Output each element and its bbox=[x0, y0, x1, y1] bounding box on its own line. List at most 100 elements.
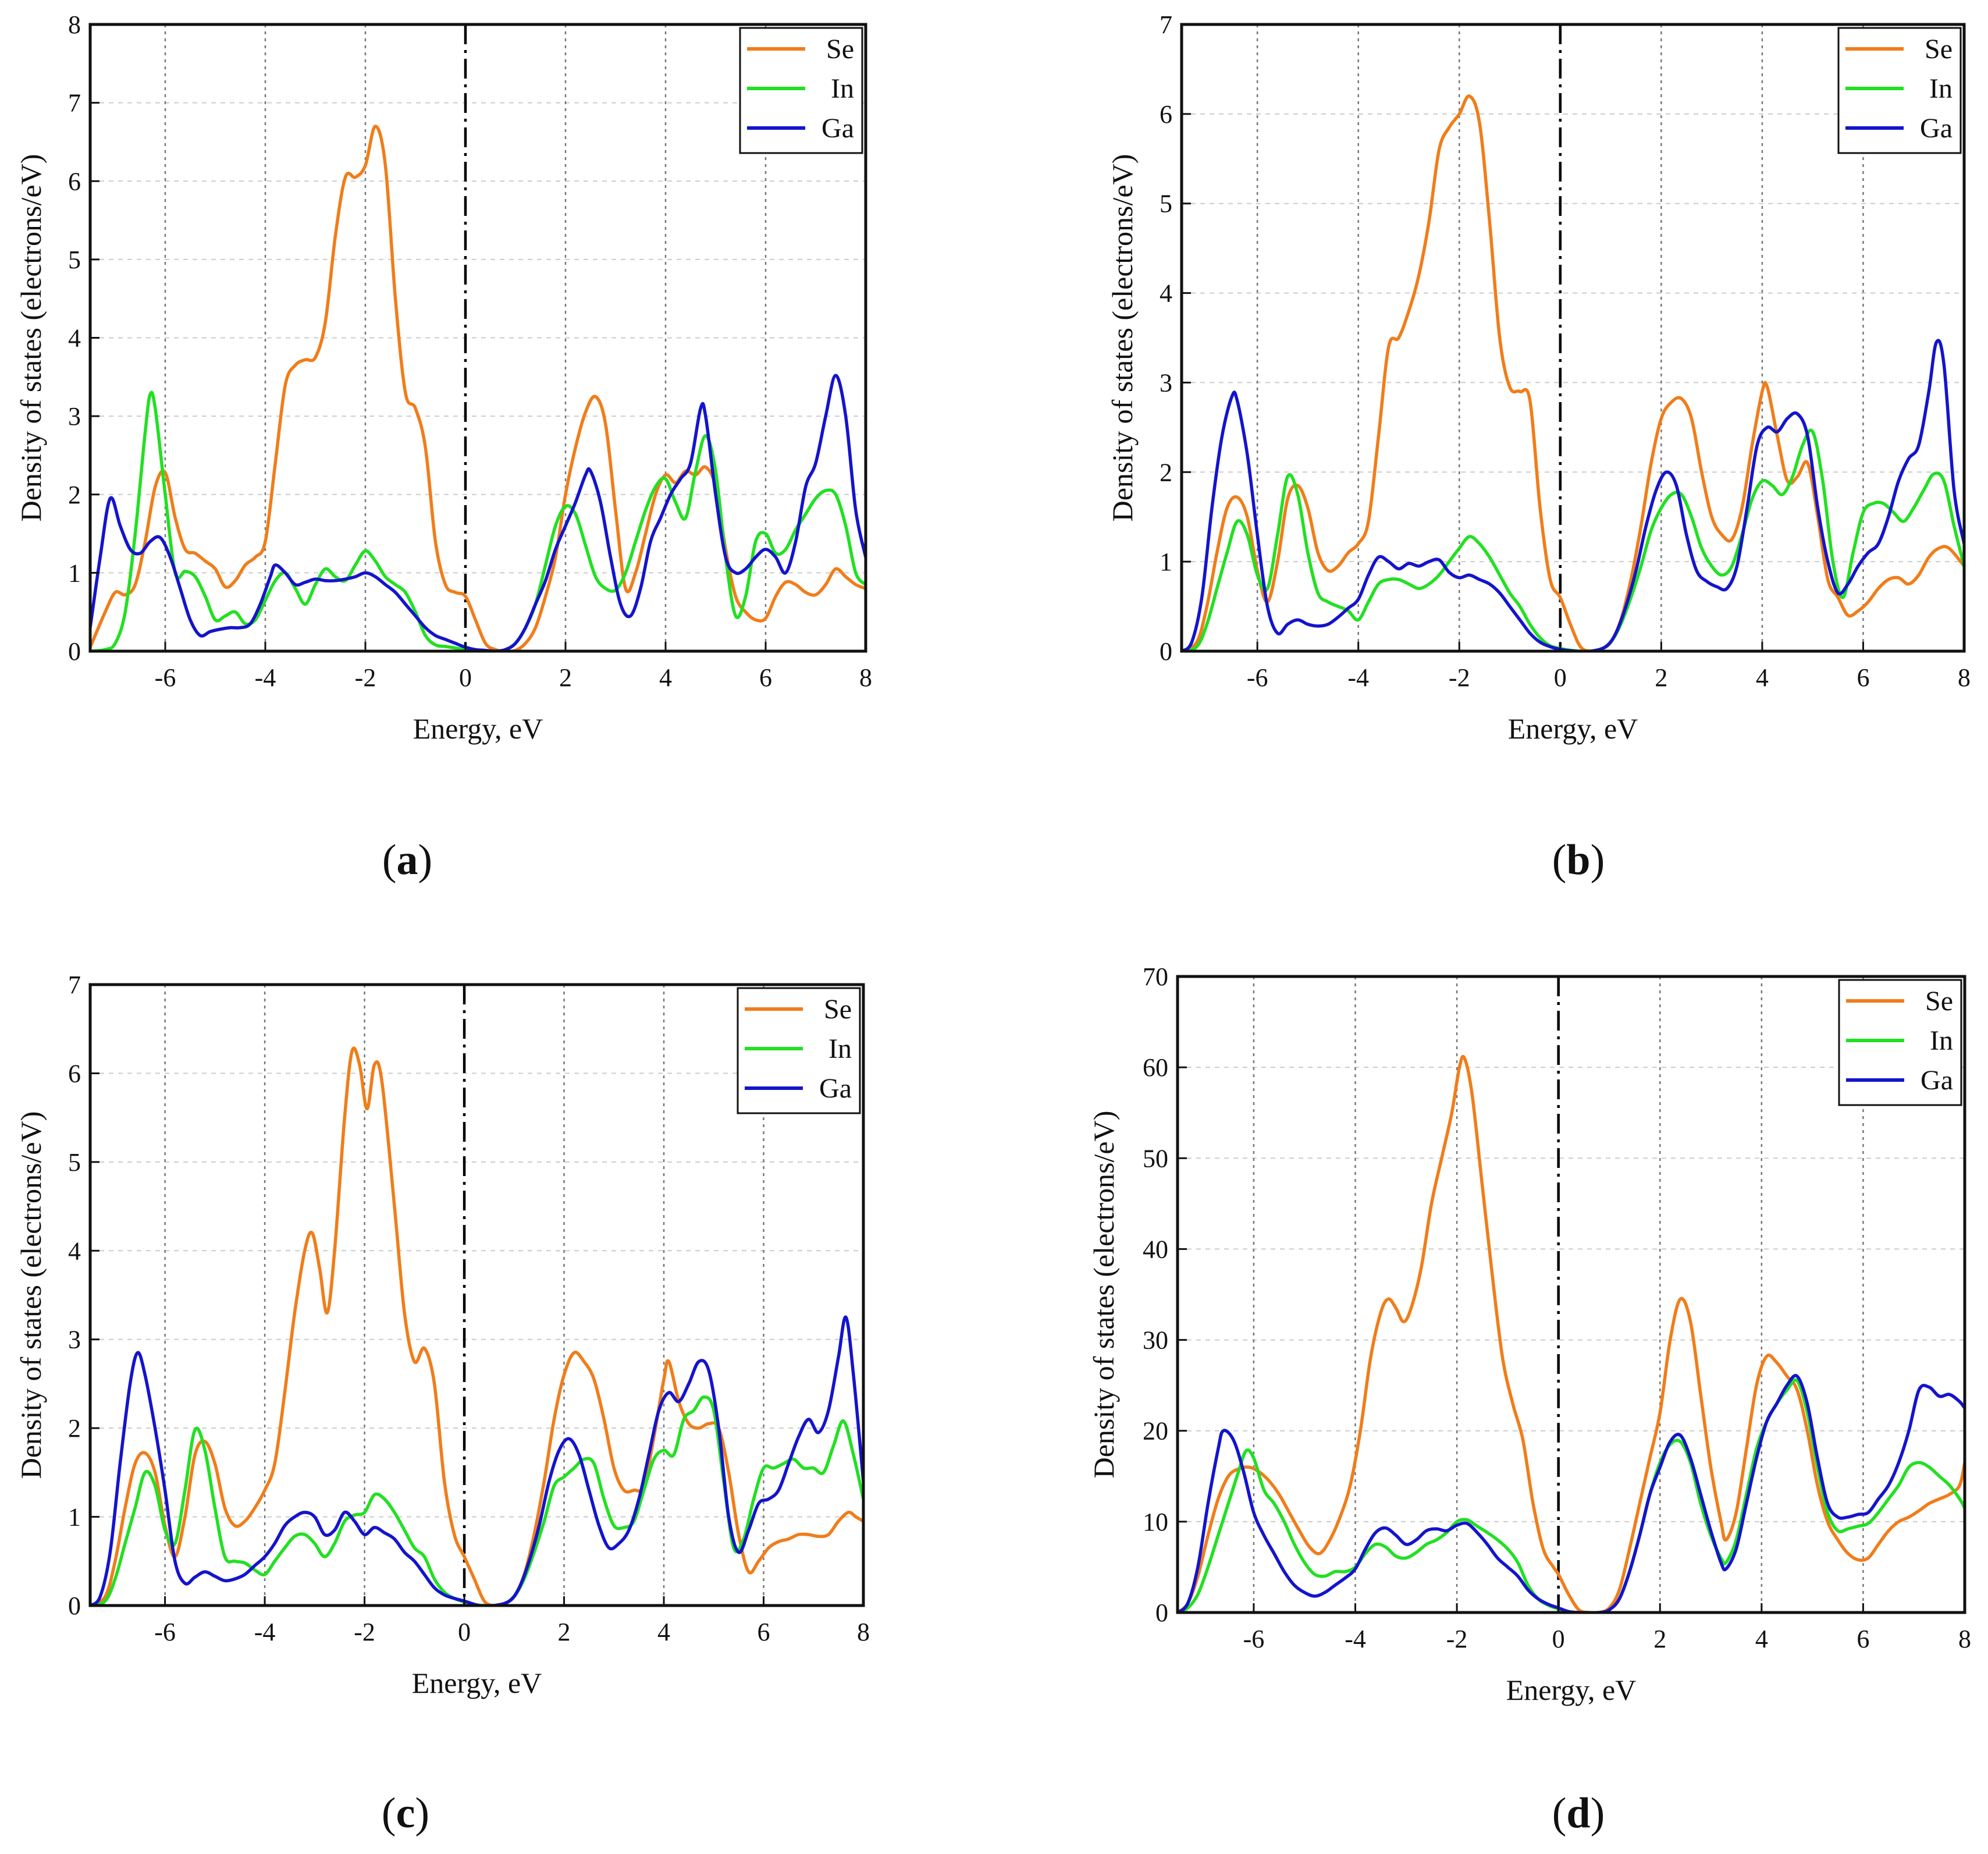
x-axis-title: Energy, eV bbox=[1506, 1674, 1637, 1706]
legend: Se In Ga bbox=[1838, 979, 1962, 1106]
x-tick-label: 8 bbox=[1958, 1625, 1971, 1653]
y-tick-label: 1 bbox=[1160, 548, 1172, 576]
x-tick-label: 0 bbox=[1552, 1625, 1565, 1653]
x-tick-label: 4 bbox=[1756, 663, 1769, 692]
y-tick-label: 4 bbox=[68, 324, 81, 353]
y-axis-title: Density of states (electrons/eV) bbox=[1087, 1111, 1120, 1479]
x-axis-title: Energy, eV bbox=[412, 1667, 542, 1699]
x-tick-label: -2 bbox=[355, 663, 376, 692]
y-tick-label: 8 bbox=[68, 10, 81, 39]
y-tick-label: 4 bbox=[68, 1237, 81, 1265]
y-tick-label: 5 bbox=[1160, 190, 1172, 218]
y-tick-label: 3 bbox=[1160, 368, 1172, 397]
x-tick-label: 2 bbox=[558, 1618, 571, 1646]
legend-label-ga: Ga bbox=[819, 1073, 852, 1104]
x-tick-label: -6 bbox=[1247, 663, 1268, 692]
legend: Se In Ga bbox=[737, 987, 861, 1114]
y-tick-label: 0 bbox=[1155, 1599, 1168, 1627]
legend: Se In Ga bbox=[739, 27, 863, 154]
legend-label-in: In bbox=[831, 73, 854, 104]
y-tick-label: 70 bbox=[1143, 962, 1168, 991]
y-tick-label: 5 bbox=[68, 246, 81, 274]
x-tick-label: 2 bbox=[1653, 1625, 1666, 1653]
y-tick-label: 7 bbox=[1160, 10, 1172, 39]
y-tick-label: 0 bbox=[68, 1592, 81, 1620]
x-tick-label: -2 bbox=[1449, 663, 1470, 692]
legend-label-se: Se bbox=[1925, 34, 1953, 65]
series-line-se bbox=[1182, 94, 1964, 651]
panel-label: (c) bbox=[382, 1789, 429, 1837]
panel-label: (a) bbox=[382, 836, 432, 884]
plot-frame bbox=[88, 983, 865, 1607]
series-line-in bbox=[90, 390, 866, 651]
y-tick-label: 7 bbox=[68, 971, 81, 999]
y-tick-label: 50 bbox=[1143, 1144, 1168, 1173]
x-tick-label: 8 bbox=[859, 663, 872, 692]
series-line-ga bbox=[1182, 339, 1964, 651]
series-line-ga bbox=[1178, 1374, 1965, 1613]
y-tick-label: 60 bbox=[1143, 1053, 1168, 1082]
y-tick-label: 20 bbox=[1143, 1417, 1168, 1445]
y-tick-label: 2 bbox=[68, 1414, 81, 1443]
y-tick-label: 2 bbox=[68, 481, 81, 509]
x-axis-title: Energy, eV bbox=[413, 712, 543, 745]
y-tick-label: 5 bbox=[68, 1148, 81, 1177]
y-tick-label: 0 bbox=[68, 637, 81, 666]
y-tick-label: 3 bbox=[68, 1326, 81, 1354]
y-tick-label: 10 bbox=[1143, 1508, 1168, 1536]
panel-d: -6 -4 -2 0 2 4 6 8 0 10 20 30 40 50 60 70 Energy, eV Dens… bbox=[1087, 962, 1971, 1837]
x-tick-label: -2 bbox=[1446, 1625, 1468, 1653]
x-tick-label: 8 bbox=[857, 1618, 870, 1646]
panel-b: -6 -4 -2 0 2 4 6 8 0 1 2 3 4 5 6 7 Energy, eV Density of … bbox=[1106, 10, 1971, 884]
y-tick-label: 6 bbox=[68, 1059, 81, 1088]
x-tick-label: -2 bbox=[354, 1618, 375, 1646]
legend-label-se: Se bbox=[826, 34, 854, 65]
x-tick-label: -4 bbox=[1345, 1625, 1366, 1653]
x-tick-label: 2 bbox=[559, 663, 572, 692]
plot-frame bbox=[1176, 975, 1966, 1614]
y-tick-label: 4 bbox=[1160, 279, 1172, 308]
x-tick-label: 0 bbox=[459, 663, 472, 692]
x-tick-label: -4 bbox=[255, 663, 276, 692]
series-line-se bbox=[90, 1046, 863, 1606]
y-tick-label: 7 bbox=[68, 89, 81, 118]
y-tick-label: 2 bbox=[1160, 458, 1172, 486]
x-tick-label: -6 bbox=[1243, 1625, 1265, 1653]
y-tick-label: 1 bbox=[68, 559, 81, 587]
x-tick-label: 4 bbox=[659, 663, 672, 692]
series-line-se bbox=[1178, 1054, 1965, 1613]
y-axis-title: Density of states (electrons/eV) bbox=[1106, 154, 1139, 522]
x-tick-label: 4 bbox=[1755, 1625, 1768, 1653]
legend: Se In Ga bbox=[1837, 27, 1962, 154]
x-tick-label: 6 bbox=[1857, 1625, 1869, 1653]
x-tick-label: 8 bbox=[1958, 663, 1971, 692]
legend-label-in: In bbox=[1930, 1025, 1953, 1056]
panel-label: (d) bbox=[1552, 1789, 1605, 1837]
x-tick-label: 6 bbox=[759, 663, 772, 692]
panel-label: (b) bbox=[1552, 836, 1605, 884]
y-tick-label: 1 bbox=[68, 1503, 81, 1532]
legend-label-ga: Ga bbox=[821, 113, 854, 144]
x-tick-label: 0 bbox=[1554, 663, 1567, 692]
y-tick-label: 6 bbox=[1160, 100, 1172, 129]
x-tick-label: -4 bbox=[254, 1618, 276, 1646]
series-line-in bbox=[1182, 428, 1964, 651]
panel-a: -6 -4 -2 0 2 4 6 8 0 1 2 3 4 5 6 7 8 Energy, eV Density of… bbox=[15, 10, 872, 884]
x-tick-label: 2 bbox=[1655, 663, 1667, 692]
y-tick-label: 0 bbox=[1160, 637, 1172, 666]
x-tick-label: -6 bbox=[154, 1618, 176, 1646]
legend-label-se: Se bbox=[824, 994, 852, 1025]
series-line-ga bbox=[90, 374, 866, 651]
x-tick-label: 6 bbox=[1857, 663, 1869, 692]
legend-label-ga: Ga bbox=[1920, 113, 1953, 144]
y-tick-label: 40 bbox=[1143, 1235, 1168, 1263]
panel-c: -6 -4 -2 0 2 4 6 8 0 1 2 3 4 5 6 7 Energy, eV Density of … bbox=[15, 971, 870, 1837]
x-tick-label: 0 bbox=[458, 1618, 471, 1646]
legend-label-in: In bbox=[1929, 73, 1953, 104]
x-axis-title: Energy, eV bbox=[1508, 712, 1638, 745]
x-tick-label: -4 bbox=[1347, 663, 1369, 692]
y-axis-title: Density of states (electrons/eV) bbox=[15, 154, 47, 522]
y-axis-title: Density of states (electrons/eV) bbox=[15, 1111, 47, 1479]
y-tick-label: 30 bbox=[1143, 1326, 1168, 1355]
